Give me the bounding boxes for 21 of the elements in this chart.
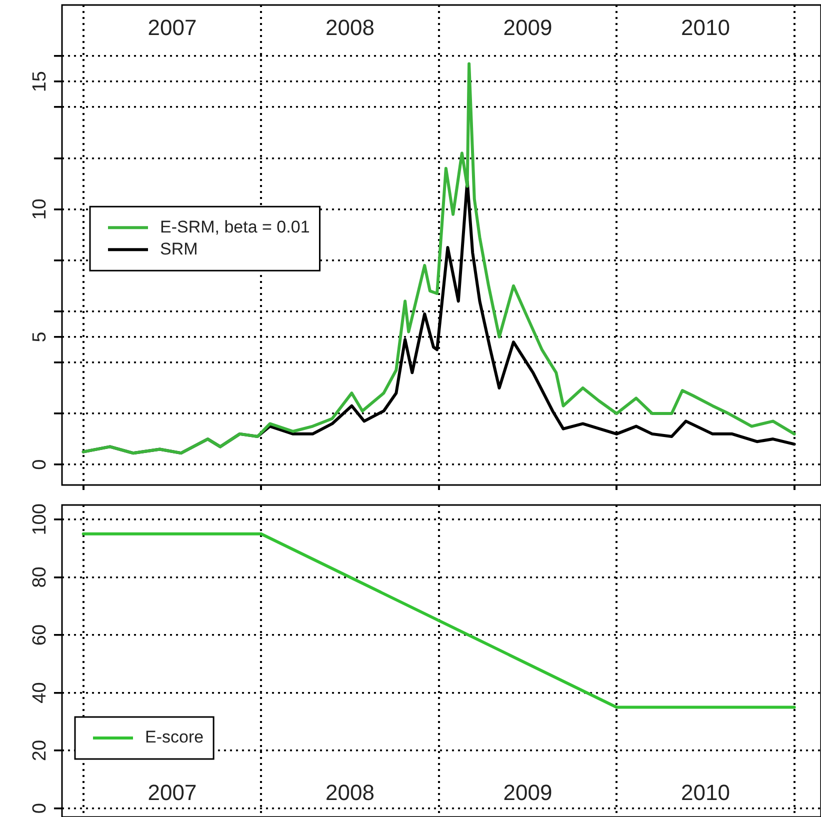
x-tick-label: 2009 [503, 780, 552, 806]
x-tick-label: 2007 [148, 780, 197, 806]
y-tick-label: 100 [30, 504, 51, 536]
y-tick-label: 80 [30, 566, 51, 588]
x-tick-label: 2008 [325, 780, 374, 806]
y-tick-label: 0 [30, 459, 51, 470]
x-tick-label: 2009 [503, 15, 552, 40]
x-tick-label: 2008 [325, 15, 374, 40]
x-tick-label: 2007 [148, 15, 197, 40]
legend-label: E-SRM, beta = 0.01 [160, 217, 310, 236]
x-tick-label: 2010 [680, 780, 730, 806]
legend-label: E-score [145, 728, 204, 747]
y-tick-label: 20 [30, 740, 51, 762]
legend-label: SRM [160, 239, 198, 258]
y-tick-label: 60 [30, 624, 51, 646]
x-tick-label: 2010 [680, 15, 730, 40]
y-tick-label: 5 [30, 332, 51, 342]
y-tick-label: 40 [30, 682, 51, 704]
y-tick-label: 0 [30, 803, 51, 814]
y-tick-label: 10 [30, 198, 51, 220]
y-tick-label: 15 [30, 71, 51, 92]
